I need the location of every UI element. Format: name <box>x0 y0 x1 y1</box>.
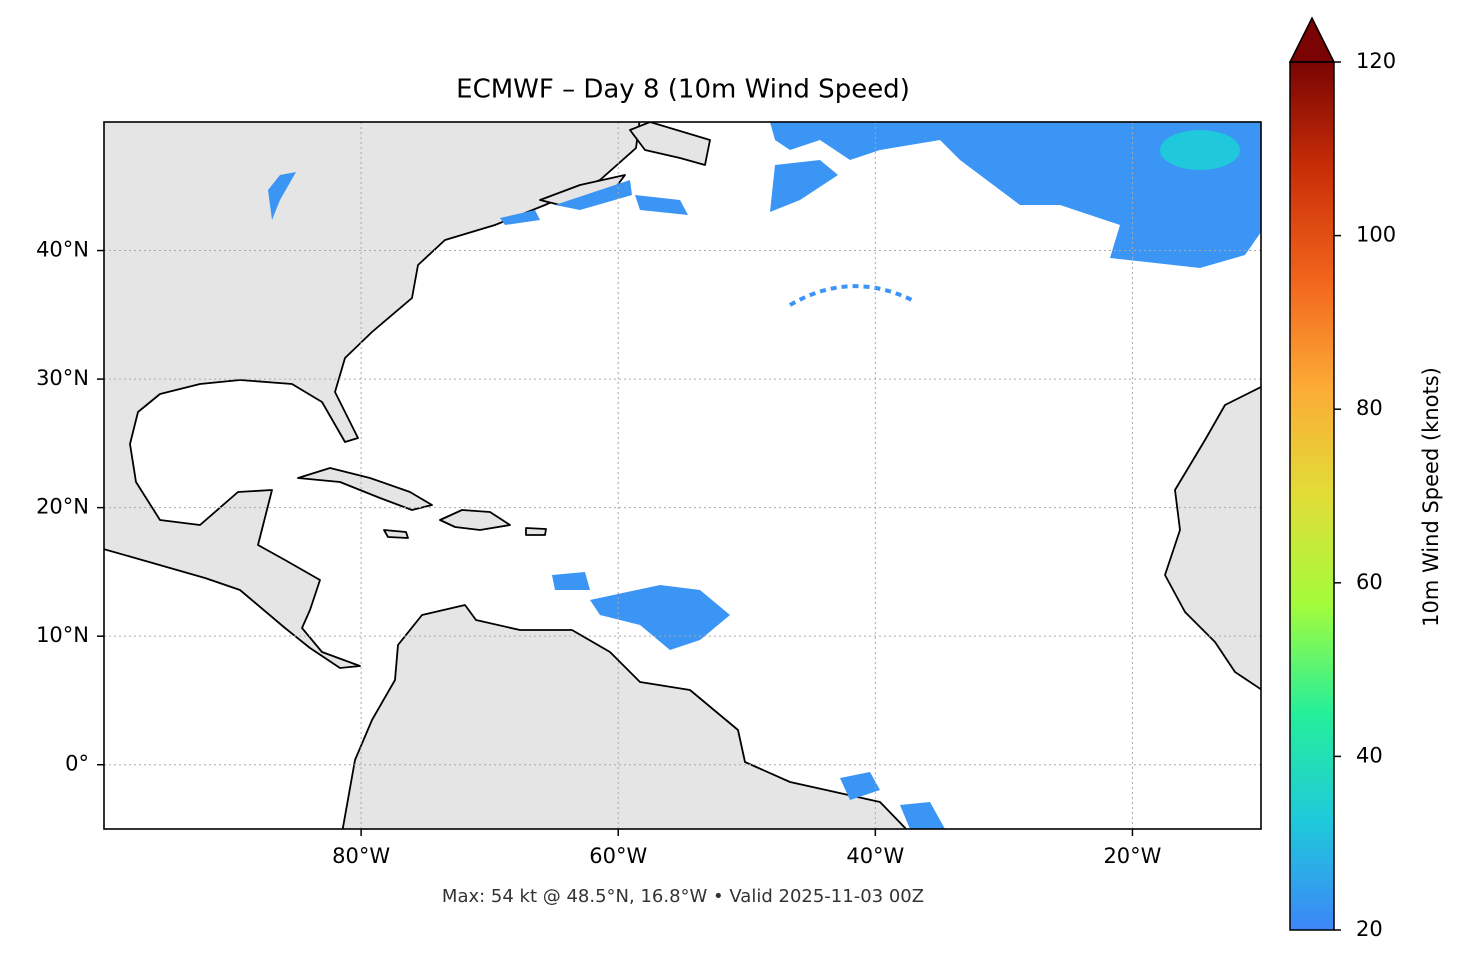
colorbar-fill <box>1290 62 1334 930</box>
colorbar-tick-label: 20 <box>1356 917 1383 941</box>
wind-patch <box>590 585 730 650</box>
colorbar-tick-label: 120 <box>1356 49 1396 73</box>
y-tick-label: 20°N <box>36 495 89 519</box>
newfoundland <box>629 122 711 166</box>
hispaniola <box>439 509 511 531</box>
y-tick-label: 30°N <box>36 366 89 390</box>
puerto-rico <box>525 527 547 536</box>
colorbar: 20 40 60 80 100 120 <box>1288 16 1396 941</box>
jamaica <box>383 529 409 539</box>
y-tick-label: 40°N <box>36 238 89 262</box>
south-america <box>341 604 908 829</box>
wind-patch <box>500 180 688 225</box>
colorbar-tick-label: 60 <box>1356 570 1383 594</box>
colorbar-extend <box>1288 16 1336 63</box>
y-tick-label: 10°N <box>36 623 89 647</box>
wind-patch <box>552 572 590 590</box>
africa <box>1164 385 1261 691</box>
north-america <box>104 122 641 669</box>
wind-patch <box>840 772 945 829</box>
map-area <box>104 122 1261 829</box>
x-tick-label: 40°W <box>846 844 904 868</box>
x-tick-label: 80°W <box>332 844 390 868</box>
y-tick-label: 0° <box>65 752 89 776</box>
x-tick-label: 20°W <box>1103 844 1161 868</box>
colorbar-frame <box>1289 61 1335 931</box>
wind-patch <box>268 172 296 220</box>
colorbar-tick-label: 80 <box>1356 396 1383 420</box>
wind-field <box>770 122 1261 268</box>
x-tick-label: 60°W <box>589 844 647 868</box>
wind-patch <box>770 160 838 212</box>
wind-ring <box>788 284 913 307</box>
footer: Max: 54 kt @ 48.5°N, 16.8°W • Valid 2025… <box>442 886 924 907</box>
cuba <box>297 467 433 511</box>
colorbar-label: 10m Wind Speed (knots) <box>1419 367 1443 627</box>
colorbar-tick-label: 40 <box>1356 743 1383 767</box>
colorbar-tick-label: 100 <box>1356 223 1396 247</box>
map-frame <box>103 121 1262 830</box>
title: ECMWF – Day 8 (10m Wind Speed) <box>456 75 910 105</box>
wind-max <box>1160 130 1240 170</box>
